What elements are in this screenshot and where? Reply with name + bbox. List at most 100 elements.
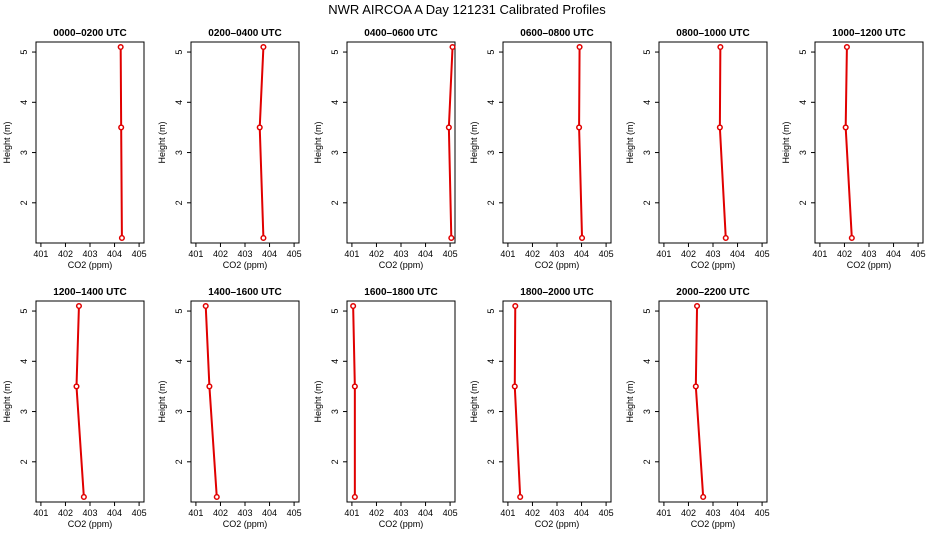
x-tick-label: 402 — [837, 249, 852, 259]
y-tick-label: 5 — [642, 309, 652, 314]
x-tick-label: 404 — [418, 249, 433, 259]
x-tick-label: 404 — [107, 249, 122, 259]
y-tick-label: 4 — [486, 359, 496, 364]
y-tick-label: 5 — [174, 309, 184, 314]
profile-point — [445, 124, 452, 131]
y-tick-label: 3 — [174, 409, 184, 414]
y-tick-label: 2 — [486, 459, 496, 464]
x-tick-label: 403 — [393, 508, 408, 518]
profile-point — [722, 234, 729, 242]
panel-title: 0800–1000 UTC — [676, 28, 749, 39]
y-axis-label: Height (m) — [157, 121, 167, 163]
y-tick-label: 2 — [642, 459, 652, 464]
x-tick-label: 404 — [730, 508, 745, 518]
profile-point — [692, 383, 699, 390]
profile-panel: 2000–2200 UTC 401 402 403 404 405 2 3 4 5 CO2 (ppm… — [625, 287, 770, 529]
x-axis-label: CO2 (ppm) — [379, 260, 424, 270]
x-tick-label: 401 — [33, 249, 48, 259]
profile-point — [75, 302, 83, 310]
profile-point — [842, 124, 849, 131]
panel-title: 1400–1600 UTC — [208, 287, 281, 298]
profile-panel: 0200–0400 UTC 401 402 403 404 405 2 3 4 5 CO2 (ppm… — [157, 28, 302, 270]
profile-point — [511, 383, 518, 390]
profile-point — [117, 43, 124, 51]
x-tick-label: 404 — [886, 249, 901, 259]
y-tick-label: 4 — [642, 100, 652, 105]
x-axis-label: CO2 (ppm) — [847, 260, 892, 270]
profile-panel: 0800–1000 UTC 401 402 403 404 405 2 3 4 5 CO2 (ppm… — [625, 28, 770, 270]
panel-title: 0000–0200 UTC — [53, 28, 126, 39]
y-axis-label: Height (m) — [469, 380, 479, 422]
x-tick-label: 401 — [33, 508, 48, 518]
x-axis-label: CO2 (ppm) — [691, 519, 736, 529]
x-tick-label: 405 — [911, 249, 926, 259]
y-axis-label: Height (m) — [313, 380, 323, 422]
x-axis-label: CO2 (ppm) — [691, 260, 736, 270]
panel-title: 1600–1800 UTC — [364, 287, 437, 298]
profile-panel: 0400–0600 UTC 401 402 403 404 405 2 3 4 5 CO2 (ppm… — [313, 28, 458, 270]
x-tick-label: 402 — [369, 508, 384, 518]
x-tick-label: 404 — [574, 508, 589, 518]
panel-title: 0400–0600 UTC — [364, 28, 437, 39]
profile-point — [578, 234, 586, 242]
x-tick-label: 403 — [82, 249, 97, 259]
profile-point — [843, 43, 850, 51]
y-tick-label: 2 — [19, 459, 29, 464]
x-axis-label: CO2 (ppm) — [68, 260, 113, 270]
y-tick-label: 2 — [330, 200, 340, 205]
profile-point — [716, 124, 723, 131]
profile-point — [256, 124, 263, 131]
x-tick-label: 405 — [599, 249, 614, 259]
x-tick-label: 402 — [525, 249, 540, 259]
profile-point — [202, 302, 209, 310]
panel-title: 1800–2000 UTC — [520, 287, 593, 298]
profile-point — [449, 43, 456, 51]
profile-point — [118, 234, 125, 242]
x-tick-label: 403 — [549, 249, 564, 259]
y-tick-label: 4 — [19, 100, 29, 105]
profile-panel: 0000–0200 UTC 401 402 403 404 405 2 3 4 5 CO2 (ppm… — [2, 28, 147, 270]
y-axis-label: Height (m) — [313, 121, 323, 163]
panel-title: 0200–0400 UTC — [208, 28, 281, 39]
x-tick-label: 402 — [369, 249, 384, 259]
x-tick-label: 402 — [213, 508, 228, 518]
y-tick-label: 5 — [19, 309, 29, 314]
y-tick-label: 4 — [174, 100, 184, 105]
x-tick-label: 404 — [418, 508, 433, 518]
y-tick-label: 2 — [798, 200, 808, 205]
y-axis-label: Height (m) — [2, 121, 12, 163]
y-tick-label: 3 — [330, 409, 340, 414]
y-tick-label: 2 — [174, 459, 184, 464]
profile-point — [448, 234, 455, 242]
y-tick-label: 5 — [330, 50, 340, 55]
x-tick-label: 405 — [443, 249, 458, 259]
y-tick-label: 4 — [798, 100, 808, 105]
y-tick-label: 2 — [19, 200, 29, 205]
x-tick-label: 401 — [656, 249, 671, 259]
x-tick-label: 402 — [58, 508, 73, 518]
y-tick-label: 5 — [798, 50, 808, 55]
profile-point — [260, 43, 267, 51]
x-tick-label: 405 — [132, 249, 147, 259]
x-tick-label: 403 — [393, 249, 408, 259]
y-axis-label: Height (m) — [625, 121, 635, 163]
x-tick-label: 401 — [812, 249, 827, 259]
profile-point — [118, 124, 125, 131]
x-tick-label: 403 — [861, 249, 876, 259]
panel-title: 1000–1200 UTC — [832, 28, 905, 39]
x-tick-label: 405 — [287, 508, 302, 518]
x-tick-label: 402 — [525, 508, 540, 518]
y-tick-label: 3 — [486, 409, 496, 414]
y-tick-label: 3 — [19, 409, 29, 414]
x-tick-label: 401 — [188, 249, 203, 259]
profile-point — [350, 302, 357, 310]
y-tick-label: 3 — [174, 150, 184, 155]
x-tick-label: 401 — [500, 249, 515, 259]
x-tick-label: 401 — [656, 508, 671, 518]
y-tick-label: 4 — [19, 359, 29, 364]
x-tick-label: 402 — [681, 508, 696, 518]
x-axis-label: CO2 (ppm) — [223, 519, 268, 529]
x-tick-label: 403 — [237, 249, 252, 259]
y-tick-label: 4 — [174, 359, 184, 364]
